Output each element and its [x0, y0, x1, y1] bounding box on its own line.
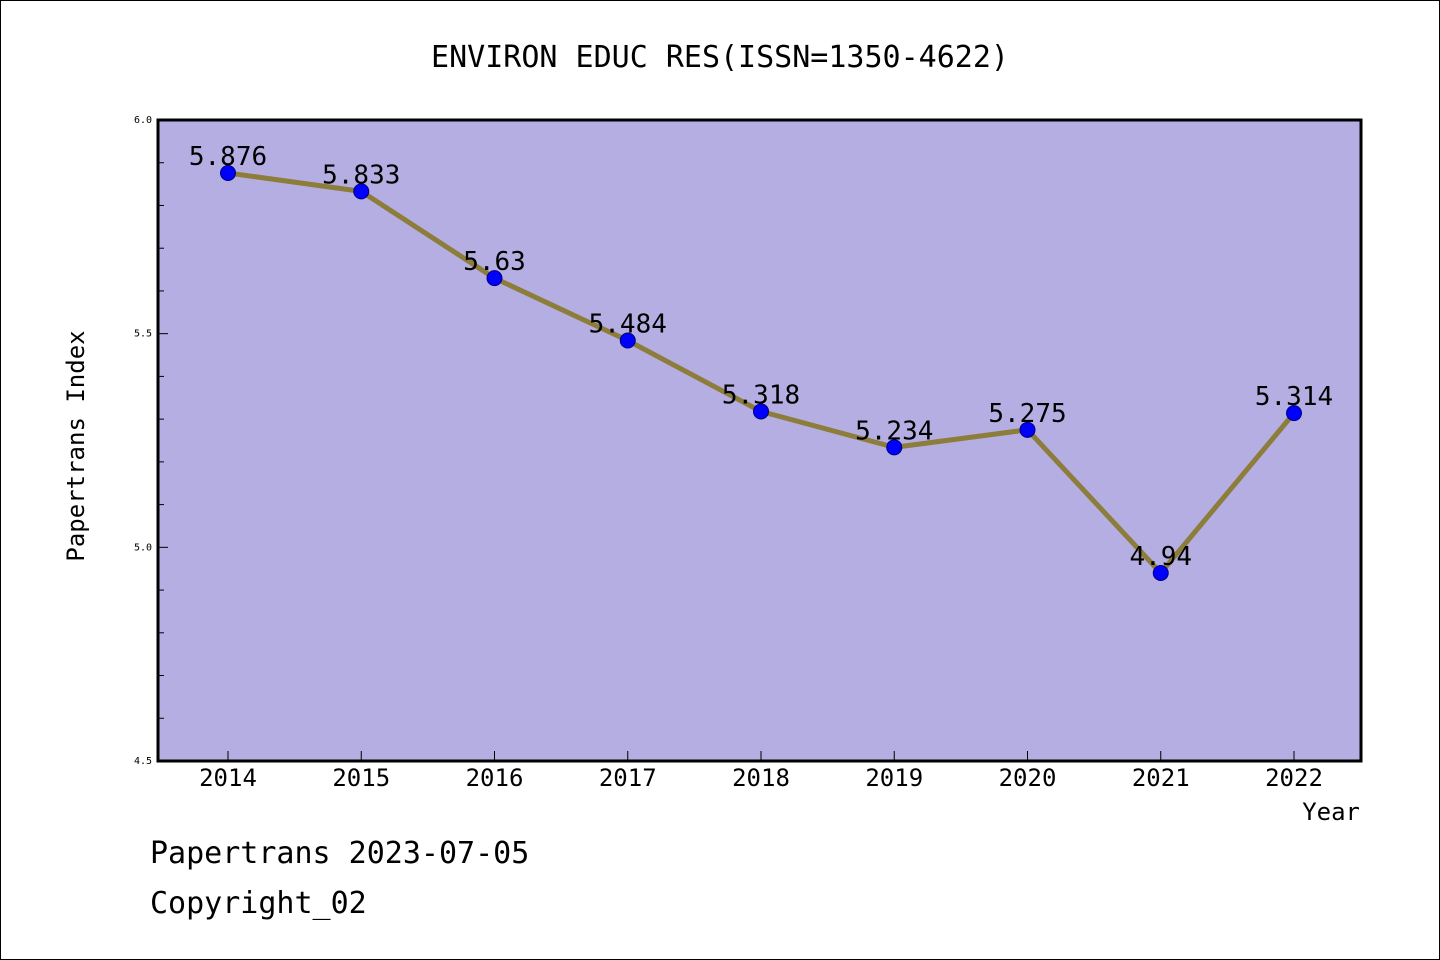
- data-label: 5.876: [189, 142, 267, 172]
- x-tick-label: 2019: [865, 764, 923, 792]
- chart-title: ENVIRON EDUC RES(ISSN=1350-4622): [431, 40, 1009, 75]
- x-tick-label: 2014: [199, 764, 257, 792]
- data-point: [886, 439, 903, 456]
- x-tick-label: 2022: [1265, 764, 1323, 792]
- y-tick-label: 5.0: [134, 542, 152, 553]
- series-layer: 5.876 5.833 5.63 5.484 5.318 5.234 5.275 4.94 5.…: [189, 142, 1333, 581]
- x-tick-label: 2015: [332, 764, 390, 792]
- data-point: [1152, 564, 1169, 581]
- data-point: [220, 164, 236, 181]
- y-axis-label: Papertrans Index: [62, 330, 90, 561]
- x-tick-label: 2020: [999, 764, 1057, 792]
- y-axis: 4.5 5.0 5.5 6.0: [134, 115, 168, 767]
- y-tick-label: 5.5: [134, 329, 152, 340]
- data-point: [619, 332, 636, 349]
- x-tick-label: 2016: [466, 764, 524, 792]
- plot-area: [156, 118, 1363, 763]
- footer-date: Papertrans 2023-07-05: [150, 836, 530, 871]
- x-axis-label: Year: [1302, 798, 1360, 826]
- x-axis: 2014 2015 2016 2017 2018 2019 2020 2021 2022: [199, 751, 1323, 792]
- data-label: 4.94: [1129, 542, 1192, 572]
- data-point: [353, 183, 370, 200]
- data-point: [753, 403, 769, 420]
- data-label: 5.318: [722, 380, 800, 410]
- data-point: [1019, 421, 1036, 438]
- x-tick-label: 2018: [732, 764, 790, 792]
- y-tick-label: 6.0: [134, 115, 152, 126]
- x-tick-label: 2021: [1132, 764, 1190, 792]
- y-tick-label: 4.5: [134, 756, 152, 767]
- data-label: 5.234: [855, 416, 933, 446]
- data-label: 5.275: [988, 399, 1066, 429]
- data-label: 5.314: [1255, 382, 1333, 412]
- footer-copyright: Copyright_02: [150, 886, 367, 921]
- data-point: [486, 270, 503, 287]
- data-label: 5.484: [589, 310, 667, 340]
- x-tick-label: 2017: [599, 764, 657, 792]
- data-label: 5.63: [463, 247, 526, 277]
- data-label: 5.833: [322, 160, 400, 190]
- data-point: [1286, 405, 1302, 422]
